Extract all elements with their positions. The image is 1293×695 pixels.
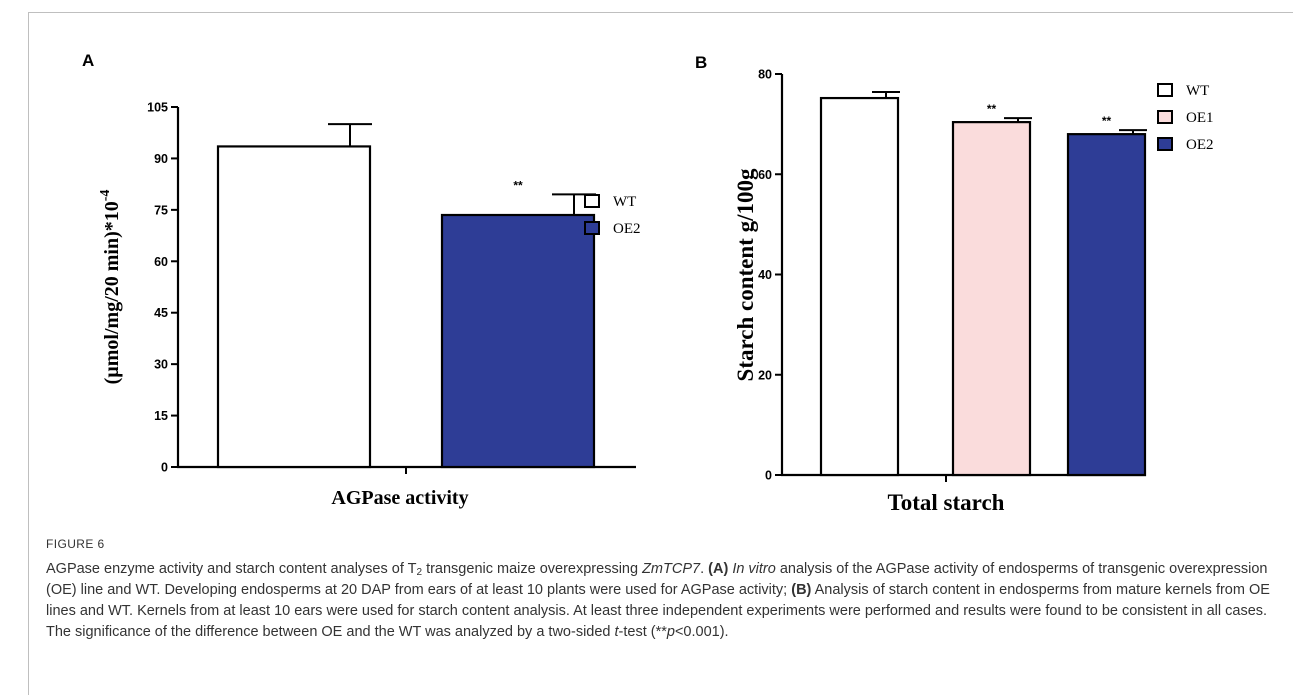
- caption-part: -test (**: [618, 624, 667, 640]
- legend-label: OE1: [1186, 110, 1214, 126]
- figure-frame: [28, 12, 1293, 695]
- significance-mark: **: [513, 178, 523, 192]
- y-tick-label: 0: [765, 469, 772, 483]
- y-tick-label: 20: [758, 368, 772, 382]
- caption-part: p: [666, 624, 675, 640]
- x-axis-label: Total starch: [888, 490, 1005, 515]
- panel-label: B: [695, 53, 707, 72]
- bar-wt: [216, 145, 372, 469]
- bar-wt: [819, 96, 900, 477]
- legend-label: OE2: [613, 221, 641, 237]
- legend-swatch-wt: [1157, 83, 1173, 97]
- bar-oe2: [1066, 133, 1147, 477]
- legend-label: WT: [613, 194, 636, 210]
- caption-part: 2: [416, 567, 423, 578]
- y-tick-label: 0: [161, 461, 168, 475]
- y-tick-label: 30: [154, 358, 168, 372]
- legend-swatch-oe2: [1157, 137, 1173, 151]
- y-tick-label: 80: [758, 68, 772, 82]
- y-axis-label-text: (µmol/mg/20 min)*10: [101, 201, 123, 384]
- caption-part: t: [614, 624, 619, 640]
- caption-block: FIGURE 6 AGPase enzyme activity and star…: [46, 537, 1276, 643]
- legend-swatch-wt: [584, 194, 600, 208]
- legend-swatch-oe1: [1157, 110, 1173, 124]
- caption-part: (B): [791, 582, 812, 598]
- legend-label: OE2: [1186, 137, 1214, 153]
- caption-part: In vitro: [732, 561, 776, 577]
- y-tick-label: 15: [154, 409, 168, 423]
- significance-mark: **: [1102, 114, 1112, 128]
- figure-label: FIGURE 6: [46, 537, 105, 551]
- y-tick-label: 75: [154, 203, 168, 217]
- caption-part: ZmTCP7: [642, 561, 701, 577]
- y-tick-label: 105: [147, 101, 168, 115]
- caption-part: .: [700, 561, 709, 577]
- y-tick-label: 60: [154, 255, 168, 269]
- caption-part: Analysis of starch content in endosperms…: [46, 582, 1270, 640]
- y-tick-label: 90: [154, 152, 168, 166]
- y-axis-label: (µmol/mg/20 min)*10-4: [98, 190, 123, 385]
- bar-oe2: [440, 213, 596, 469]
- significance-mark: **: [987, 102, 997, 116]
- figure-6-charts: A 0 15 30 45 60 75 90 105 AGPase activity (µmol/mg…: [82, 51, 1214, 515]
- y-tick-label: 60: [758, 168, 772, 182]
- caption-part: AGPase enzyme activity and starch conten…: [46, 561, 417, 577]
- caption-part: transgenic maize overexpressing: [422, 561, 643, 577]
- panel-label: A: [82, 51, 94, 70]
- legend-swatch-oe2: [584, 221, 600, 235]
- caption-part: <0.001).: [674, 624, 729, 640]
- y-axis-label-text: Starch content g/100g: [733, 168, 758, 381]
- y-axis-label-superscript: -4: [98, 190, 113, 202]
- y-tick-label: 45: [154, 306, 168, 320]
- caption-part: analysis of the AGPase activity of endos…: [46, 561, 1268, 598]
- x-axis-label: AGPase activity: [331, 487, 468, 509]
- y-tick-label: 40: [758, 268, 772, 282]
- figure-caption: AGPase enzyme activity and starch conten…: [46, 559, 1276, 643]
- legend-label: WT: [1186, 83, 1209, 99]
- y-axis-label: Starch content g/100g: [733, 168, 758, 381]
- caption-part: (A): [708, 561, 733, 577]
- bar-oe1: [951, 121, 1032, 477]
